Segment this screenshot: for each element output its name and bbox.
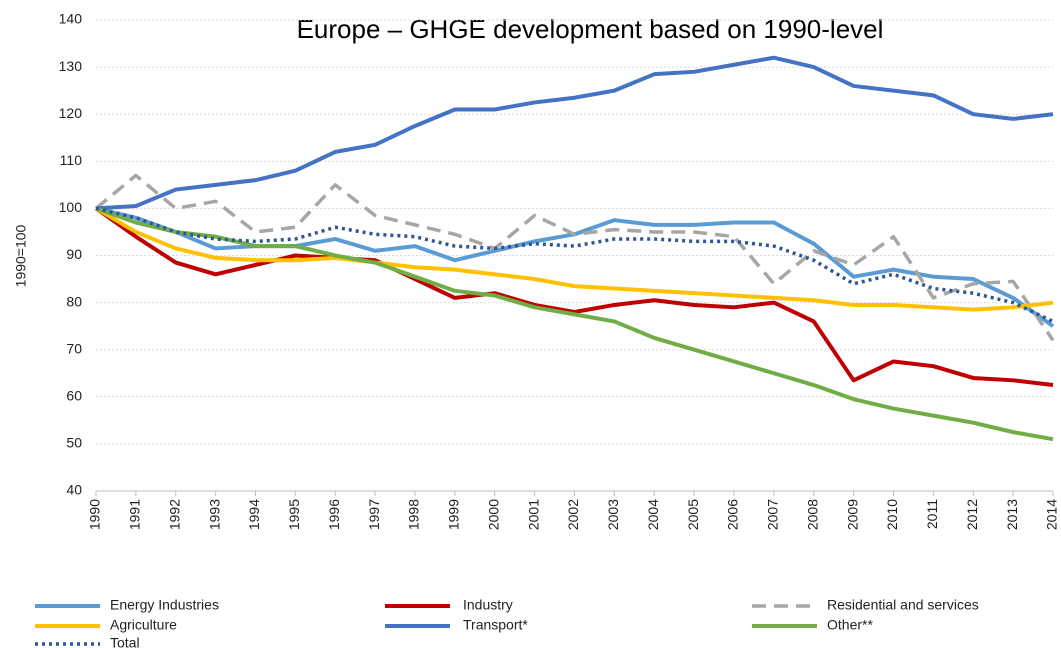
legend-label: Residential and services bbox=[827, 597, 979, 613]
x-tick-label: 1999 bbox=[446, 499, 462, 530]
x-tick-label: 2008 bbox=[804, 499, 820, 530]
series-line bbox=[95, 206, 1054, 442]
x-tick-label: 1992 bbox=[166, 499, 182, 530]
series-line bbox=[95, 55, 1054, 211]
x-tick-label: 2000 bbox=[485, 499, 501, 530]
x-tick-label: 1993 bbox=[206, 499, 222, 530]
series-line bbox=[94, 206, 1054, 388]
y-tick-label: 40 bbox=[66, 482, 82, 498]
x-tick-label: 2006 bbox=[725, 499, 741, 530]
y-tick-label: 70 bbox=[66, 340, 82, 356]
x-tick-label: 2009 bbox=[844, 499, 860, 530]
series-line bbox=[94, 206, 1054, 312]
x-tick-label: 2013 bbox=[1004, 499, 1020, 530]
series-line bbox=[94, 173, 1055, 342]
y-tick-label: 130 bbox=[59, 58, 83, 74]
x-tick-label: 1996 bbox=[326, 499, 342, 530]
y-tick-label: 110 bbox=[60, 152, 83, 168]
x-tick-label: 2010 bbox=[884, 499, 900, 530]
x-tick-label: 2001 bbox=[525, 499, 541, 530]
x-tick-label: 2012 bbox=[964, 499, 980, 530]
x-tick-label: 2002 bbox=[565, 499, 581, 530]
y-tick-label: 60 bbox=[66, 388, 82, 404]
legend-label: Agriculture bbox=[110, 617, 177, 633]
legend-label: Energy Industries bbox=[110, 597, 219, 613]
y-tick-label: 50 bbox=[66, 435, 82, 451]
chart-title: Europe – GHGE development based on 1990-… bbox=[297, 14, 884, 44]
y-axis-label: 1990=100 bbox=[13, 224, 29, 287]
x-tick-label: 1998 bbox=[406, 499, 422, 530]
x-tick-label: 2005 bbox=[685, 499, 701, 530]
x-tick-label: 1995 bbox=[286, 499, 302, 530]
series-line bbox=[95, 206, 1054, 324]
legend-label: Total bbox=[110, 635, 140, 648]
x-tick-label: 2011 bbox=[924, 499, 940, 529]
x-tick-label: 1991 bbox=[127, 499, 143, 530]
x-tick-label: 2007 bbox=[765, 499, 781, 530]
y-tick-label: 120 bbox=[59, 105, 83, 121]
y-tick-label: 140 bbox=[59, 11, 83, 27]
legend-label: Industry bbox=[463, 597, 513, 613]
legend-label: Other** bbox=[827, 617, 873, 633]
legend-label: Transport* bbox=[463, 617, 528, 633]
y-tick-label: 80 bbox=[66, 293, 82, 309]
x-tick-label: 2014 bbox=[1044, 499, 1060, 530]
y-tick-label: 90 bbox=[66, 246, 82, 262]
y-tick-label: 100 bbox=[59, 199, 83, 215]
x-tick-label: 2003 bbox=[605, 499, 621, 530]
x-tick-label: 1990 bbox=[87, 499, 103, 530]
x-tick-label: 2004 bbox=[645, 499, 661, 530]
x-tick-label: 1994 bbox=[246, 499, 262, 530]
x-tick-label: 1997 bbox=[366, 499, 382, 530]
